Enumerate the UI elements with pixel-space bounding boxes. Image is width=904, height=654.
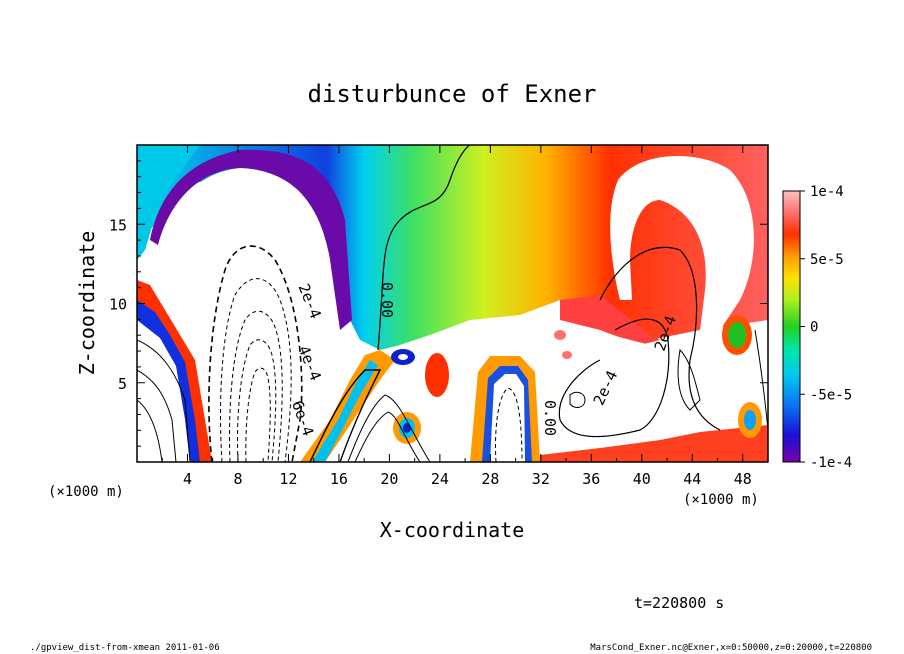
colorbar-label-2: 0 [810, 320, 818, 336]
colorbar-ticks: 1e-4 5e-5 0 -5e-5 -1e-4 [800, 184, 852, 471]
time-label: t=220800 s [634, 594, 724, 612]
chart-title: disturbunce of Exner [308, 80, 597, 108]
x-axis: 4 8 12 16 20 24 28 32 36 40 44 48 [161, 145, 752, 488]
colorbar-label-1: 5e-5 [810, 252, 844, 268]
y-axis: 5 10 15 [109, 160, 768, 447]
x-tick-label-4: 20 [380, 470, 398, 488]
x-unit-right: (×1000 m) [683, 492, 759, 508]
x-tick-label-3: 16 [330, 470, 348, 488]
x-tick-label-5: 24 [431, 470, 449, 488]
heatmap-field [137, 145, 768, 462]
x-tick-label-1: 8 [233, 470, 242, 488]
x-tick-label-10: 44 [683, 470, 701, 488]
y-tick-label-0: 5 [118, 375, 127, 393]
contour-label-3: 0.00 [378, 282, 396, 318]
y-tick-label-1: 10 [109, 296, 127, 314]
x-tick-label-9: 40 [633, 470, 651, 488]
x-axis-label: X-coordinate [380, 518, 525, 542]
y-axis-label: Z-coordinate [75, 231, 99, 376]
footer-right: MarsCond_Exner.nc@Exner,x=0:50000,z=0:20… [590, 643, 872, 653]
x-tick-label-6: 28 [481, 470, 499, 488]
x-tick-label-2: 12 [279, 470, 297, 488]
colorbar-label-0: 1e-4 [810, 184, 844, 200]
x-tick-label-0: 4 [183, 470, 192, 488]
colorbar-label-4: -1e-4 [810, 455, 852, 471]
x-tick-label-11: 48 [734, 470, 752, 488]
contour-label-4: 0.00 [541, 400, 559, 436]
y-tick-label-2: 15 [109, 216, 127, 234]
x-unit-left: (×1000 m) [48, 484, 124, 500]
footer-left: ./gpview_dist-from-xmean 2011-01-06 [30, 643, 220, 653]
contour-lines [137, 145, 768, 462]
colorbar [782, 190, 801, 463]
x-tick-label-8: 36 [582, 470, 600, 488]
colorbar-label-3: -5e-5 [810, 387, 852, 403]
x-tick-label-7: 32 [532, 470, 550, 488]
